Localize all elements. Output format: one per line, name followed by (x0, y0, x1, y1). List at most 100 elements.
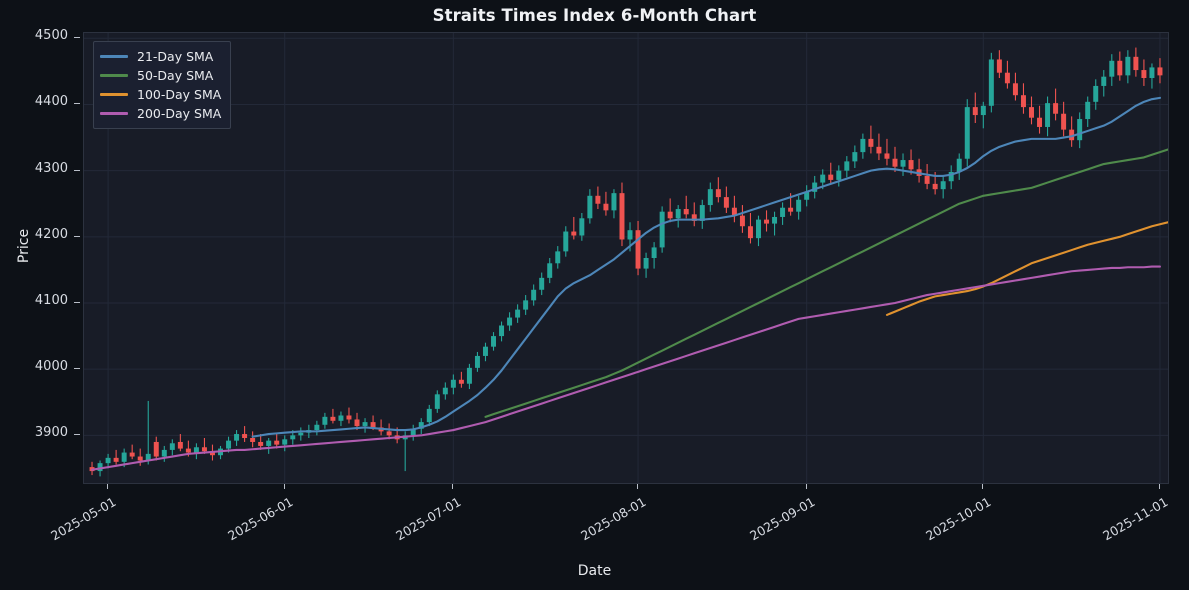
candlestick-body (434, 394, 440, 409)
candlestick-body (258, 441, 264, 446)
candlestick-body (563, 231, 569, 252)
candlestick-body (539, 277, 545, 290)
y-axis-tick-mark (74, 302, 80, 303)
candlestick-body (780, 207, 786, 217)
candlestick-body (691, 214, 697, 221)
candlestick-body (619, 193, 625, 240)
candlestick-body (201, 447, 207, 452)
candlestick-body (595, 195, 601, 204)
candlestick-body (523, 300, 529, 310)
sma-line (251, 96, 1162, 438)
candlestick-body (282, 439, 288, 445)
candlestick-body (948, 171, 954, 182)
candlestick-body (1085, 101, 1091, 120)
y-axis-tick-mark (74, 368, 80, 370)
y-axis-tick-label: 4400 (34, 94, 68, 110)
candlestick-body (940, 181, 946, 190)
y-axis-tick-label: 4000 (34, 359, 68, 375)
candlestick-body (908, 160, 914, 170)
candlestick-body (491, 336, 497, 347)
candlestick-body (587, 195, 593, 219)
candlestick-body (1157, 67, 1163, 76)
y-axis-tick-mark (74, 37, 80, 39)
candlestick-body (338, 415, 344, 421)
legend-item[interactable]: 200-Day SMA (100, 104, 221, 123)
legend-item-label: 100-Day SMA (137, 87, 222, 102)
candlestick-body (844, 161, 850, 171)
x-axis-tick-label: 2025-08-01 (578, 494, 649, 544)
candlestick-body (137, 456, 143, 461)
candlestick-body (346, 415, 352, 420)
legend[interactable]: 21-Day SMA 50-Day SMA 100-Day SMA 200-Day S… (93, 41, 232, 129)
x-axis-tick-label: 2025-06-01 (224, 494, 296, 544)
candlestick-body (868, 138, 874, 147)
candlestick-body (450, 379, 456, 388)
candlestick-body (370, 422, 376, 428)
candlestick-body (531, 289, 537, 301)
candlestick-body (884, 153, 890, 159)
candlestick-body (1029, 107, 1034, 118)
x-axis-tick-mark (107, 484, 109, 489)
legend-item[interactable]: 100-Day SMA (100, 85, 221, 104)
legend-item-label: 50-Day SMA (137, 68, 214, 83)
candlestick-body (675, 209, 681, 219)
x-axis-tick-mark (283, 484, 285, 489)
candlestick-body (97, 463, 103, 472)
candlestick-body (121, 452, 127, 462)
candlestick-body (699, 205, 705, 221)
legend-item[interactable]: 21-Day SMA (100, 47, 221, 66)
legend-item[interactable]: 50-Day SMA (100, 66, 221, 85)
candlestick-body (627, 230, 633, 240)
candlestick-body (482, 346, 488, 356)
legend-color-swatch (100, 93, 128, 96)
candlestick-body (458, 379, 464, 384)
legend-color-swatch (100, 74, 128, 77)
sma-line (885, 221, 1168, 316)
candlestick-body (796, 199, 802, 212)
candlestick-body (731, 207, 737, 216)
plot-area[interactable]: 21-Day SMA 50-Day SMA 100-Day SMA 200-Day S… (83, 32, 1169, 484)
candlestick-body (980, 105, 986, 116)
candlestick-body (145, 453, 151, 461)
candlestick-body (1109, 60, 1115, 77)
legend-color-swatch (100, 112, 128, 115)
candlestick-body (1053, 103, 1059, 114)
candlestick-body (193, 447, 199, 453)
candlestick-body (1020, 95, 1026, 108)
x-axis-tick-mark (637, 484, 639, 489)
candlestick-body (611, 193, 617, 211)
grid-lines (84, 33, 1168, 483)
candlestick-body (274, 440, 280, 445)
y-axis-title: Price (16, 228, 32, 264)
candlestick-body (507, 317, 513, 326)
candlestick-body (185, 448, 191, 453)
candlestick-body (266, 440, 272, 446)
candlestick-body (852, 152, 858, 162)
candlestick-body (1133, 56, 1139, 71)
y-axis-tick-label: 3900 (34, 425, 68, 441)
candlestick-body (667, 211, 673, 219)
candlestick-body (466, 367, 472, 384)
candlestick-body (177, 441, 183, 449)
candlestick-body (643, 258, 649, 269)
candlestick-body (988, 59, 994, 106)
candlestick-body (812, 182, 818, 192)
candlestick-body (932, 183, 938, 190)
candlestick-body (1045, 103, 1051, 127)
candlestick-body (242, 434, 248, 438)
candlestick-body (804, 191, 810, 200)
candlestick-body (153, 441, 159, 457)
candlestick-body (1069, 129, 1075, 141)
candlestick-body (290, 435, 296, 440)
candlestick-body (747, 226, 753, 239)
candlestick-body (1117, 60, 1123, 76)
candlestick-body (555, 251, 561, 264)
candlestick-body (603, 203, 609, 211)
candlestick-body (113, 457, 119, 462)
candlestick-body (860, 138, 866, 153)
x-axis-title: Date (577, 563, 612, 579)
candlestick-body (659, 211, 665, 248)
candlestick-body (1004, 72, 1010, 84)
candlestick-body (723, 197, 729, 208)
candlestick-body (579, 218, 585, 236)
